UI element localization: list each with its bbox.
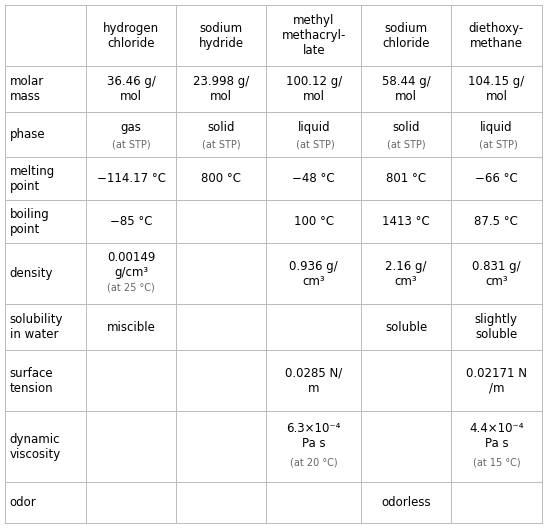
Text: dynamic
viscosity: dynamic viscosity xyxy=(10,432,61,460)
Text: 100 °C: 100 °C xyxy=(294,215,334,228)
Text: diethoxy-
methane: diethoxy- methane xyxy=(469,22,524,50)
Text: density: density xyxy=(10,267,54,280)
Text: (at 20 °C): (at 20 °C) xyxy=(290,457,337,467)
Text: soluble: soluble xyxy=(385,320,427,334)
Text: hydrogen
chloride: hydrogen chloride xyxy=(103,22,159,50)
Text: 1413 °C: 1413 °C xyxy=(382,215,430,228)
Text: molar
mass: molar mass xyxy=(10,76,44,103)
Text: (at STP): (at STP) xyxy=(202,140,241,149)
Text: (at STP): (at STP) xyxy=(293,140,335,149)
Text: solubility
in water: solubility in water xyxy=(10,313,63,341)
Text: (at 15 °C): (at 15 °C) xyxy=(473,457,520,467)
Text: surface
tension: surface tension xyxy=(10,367,54,395)
Text: 23.998 g/
mol: 23.998 g/ mol xyxy=(193,76,249,103)
Text: (at STP): (at STP) xyxy=(387,140,426,149)
Text: −114.17 °C: −114.17 °C xyxy=(97,172,166,185)
Text: 87.5 °C: 87.5 °C xyxy=(474,215,519,228)
Text: boiling
point: boiling point xyxy=(10,208,50,235)
Text: liquid: liquid xyxy=(480,121,513,135)
Text: melting
point: melting point xyxy=(10,165,55,193)
Text: 6.3×10⁻⁴
Pa s: 6.3×10⁻⁴ Pa s xyxy=(287,422,341,450)
Text: sodium
chloride: sodium chloride xyxy=(382,22,430,50)
Text: miscible: miscible xyxy=(107,320,155,334)
Text: 0.831 g/
cm³: 0.831 g/ cm³ xyxy=(472,260,521,288)
Text: methyl
methacryl-
late: methyl methacryl- late xyxy=(282,14,346,57)
Text: gas: gas xyxy=(121,121,142,135)
Text: 36.46 g/
mol: 36.46 g/ mol xyxy=(107,76,155,103)
Text: −48 °C: −48 °C xyxy=(293,172,335,185)
Text: odor: odor xyxy=(10,496,37,509)
Text: 58.44 g/
mol: 58.44 g/ mol xyxy=(382,76,430,103)
Text: phase: phase xyxy=(10,128,45,141)
Text: solid: solid xyxy=(208,121,235,135)
Text: 0.02171 N
/m: 0.02171 N /m xyxy=(466,367,527,395)
Text: odorless: odorless xyxy=(381,496,431,509)
Text: slightly
soluble: slightly soluble xyxy=(475,313,518,341)
Text: (at 25 °C): (at 25 °C) xyxy=(107,282,155,293)
Text: 0.936 g/
cm³: 0.936 g/ cm³ xyxy=(289,260,338,288)
Text: solid: solid xyxy=(392,121,420,135)
Text: sodium
hydride: sodium hydride xyxy=(199,22,244,50)
Text: 801 °C: 801 °C xyxy=(386,172,426,185)
Text: 0.00149
g/cm³: 0.00149 g/cm³ xyxy=(107,250,155,279)
Text: −66 °C: −66 °C xyxy=(475,172,518,185)
Text: 100.12 g/
mol: 100.12 g/ mol xyxy=(286,76,342,103)
Text: 4.4×10⁻⁴
Pa s: 4.4×10⁻⁴ Pa s xyxy=(469,422,523,450)
Text: (at STP): (at STP) xyxy=(475,140,517,149)
Text: liquid: liquid xyxy=(298,121,330,135)
Text: 800 °C: 800 °C xyxy=(201,172,241,185)
Text: 2.16 g/
cm³: 2.16 g/ cm³ xyxy=(386,260,427,288)
Text: (at STP): (at STP) xyxy=(112,140,150,149)
Text: 0.0285 N/
m: 0.0285 N/ m xyxy=(285,367,342,395)
Text: −85 °C: −85 °C xyxy=(110,215,153,228)
Text: 104.15 g/
mol: 104.15 g/ mol xyxy=(468,76,525,103)
